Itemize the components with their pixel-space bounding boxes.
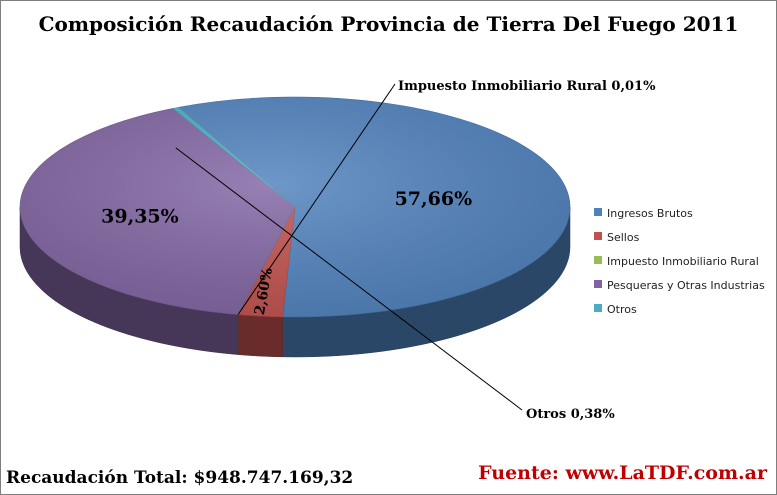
leader-line-impuesto: [237, 83, 396, 315]
legend-swatch: [594, 232, 602, 240]
data-label-ingresos-brutos: 57,66%: [395, 188, 473, 210]
legend-item-impuesto-inmobiliario-rural: Impuesto Inmobiliario Rural: [594, 254, 765, 278]
pie-sheen: [20, 97, 570, 317]
data-label-impuesto-inmobiliario-rural: Impuesto Inmobiliario Rural 0,01%: [398, 79, 656, 94]
legend-item-ingresos-brutos: Ingresos Brutos: [594, 206, 765, 230]
chart-title: Composición Recaudación Provincia de Tie…: [38, 12, 739, 36]
legend-swatch: [594, 304, 602, 312]
legend-label: Sellos: [607, 231, 640, 244]
leader-line-otros: [175, 147, 523, 411]
legend-swatch: [594, 256, 602, 264]
legend-item-sellos: Sellos: [594, 230, 765, 254]
legend-swatch: [594, 280, 602, 288]
legend-item-pesqueras: Pesqueras y Otras Industrias: [594, 278, 765, 302]
legend-label: Impuesto Inmobiliario Rural: [607, 255, 759, 268]
slice-side: [237, 314, 283, 358]
legend-item-otros: Otros: [594, 302, 765, 326]
legend-label: Otros: [607, 303, 637, 316]
legend-label: Pesqueras y Otras Industrias: [607, 279, 765, 292]
source-credit: Fuente: www.LaTDF.com.ar: [478, 462, 767, 484]
total-revenue: Recaudación Total: $948.747.169,32: [6, 468, 354, 488]
data-label-otros: Otros 0,38%: [526, 407, 615, 422]
data-label-pesqueras: 39,35%: [101, 206, 179, 228]
legend: Ingresos Brutos Sellos Impuesto Inmobili…: [594, 206, 765, 326]
legend-swatch: [594, 208, 602, 216]
legend-label: Ingresos Brutos: [607, 207, 693, 220]
